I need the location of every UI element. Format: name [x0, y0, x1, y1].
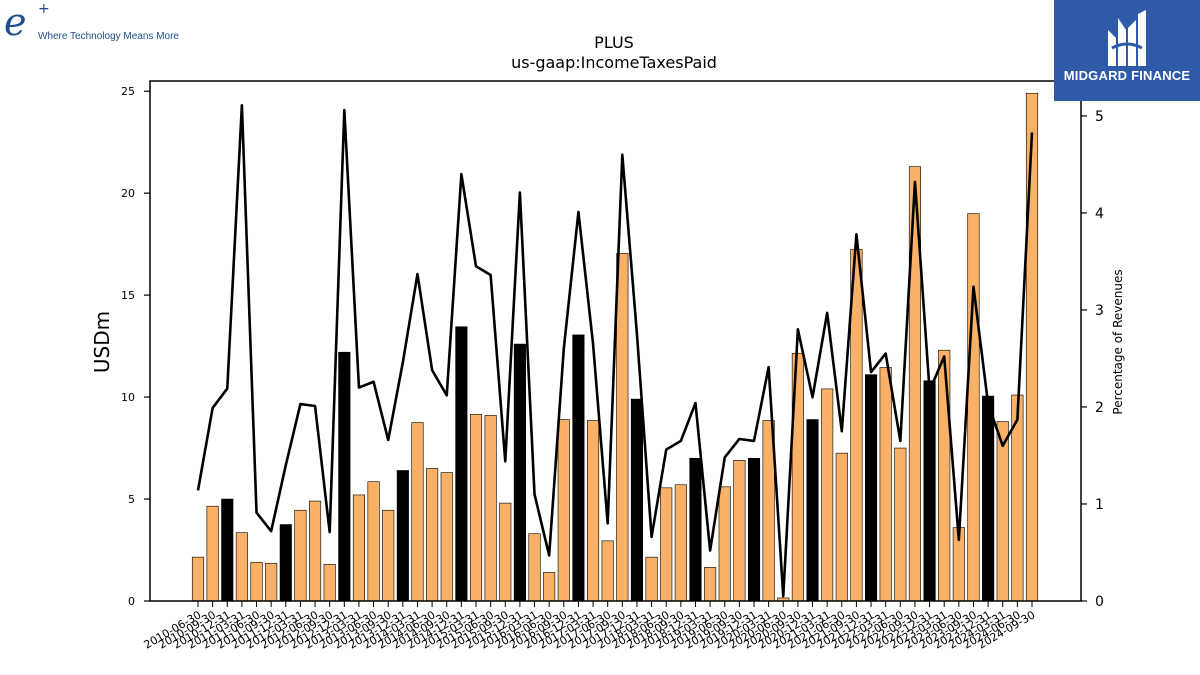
bar-2010-12-31 — [221, 498, 234, 602]
bar-2012-09-30 — [323, 563, 336, 602]
bar-2023-09-30 — [967, 213, 980, 602]
bar-2024-09-30 — [1025, 92, 1039, 602]
y-axis-label: USDm — [90, 311, 114, 373]
bar-2019-06-30 — [718, 486, 731, 602]
bar-2023-03-31 — [938, 349, 951, 602]
bar-2011-06-30 — [250, 561, 263, 602]
bar-2018-03-31 — [645, 556, 658, 602]
bar-2018-12-31 — [689, 457, 702, 602]
bar-2016-06-30 — [543, 572, 556, 602]
bar-2022-06-30 — [894, 447, 907, 602]
bar-2015-03-31 — [469, 414, 483, 602]
bar-2011-03-31 — [235, 532, 248, 602]
x-axis-ticks: 2010-06-302010-09-302010-12-312011-03-31… — [142, 601, 1038, 652]
plot-frame — [149, 80, 1082, 602]
bar-2014-09-30 — [440, 472, 453, 602]
bar-2015-09-30 — [499, 502, 512, 602]
bar-2011-12-31 — [279, 524, 292, 602]
bar-2012-12-31 — [338, 351, 351, 602]
bar-series — [191, 92, 1039, 602]
y-tick-label: 25 — [121, 85, 135, 98]
bar-2021-06-30 — [835, 452, 848, 602]
bar-2021-03-31 — [821, 388, 834, 602]
e-plus-logo: e + Where Technology Means More — [4, 2, 194, 46]
y2-axis-ticks: 0 1 2 3 4 5 — [1081, 109, 1104, 610]
bar-2022-12-31 — [923, 380, 936, 602]
y-tick-label: 10 — [121, 391, 135, 404]
bar-2019-12-31 — [747, 457, 761, 602]
bar-2023-12-31 — [982, 395, 995, 602]
y-axis-ticks: 0 5 10 15 20 25 — [121, 85, 150, 608]
bar-2017-09-30 — [616, 253, 629, 602]
bar-2016-03-31 — [528, 533, 541, 602]
bar-2013-06-30 — [367, 481, 380, 602]
y-tick-label: 15 — [121, 289, 135, 302]
bar-2014-06-30 — [426, 468, 439, 602]
bar-2021-12-31 — [864, 374, 878, 602]
bar-2013-03-31 — [352, 494, 366, 602]
logo-e-mark: e — [4, 0, 27, 44]
bar-2010-09-30 — [206, 505, 219, 602]
midgard-monogram-icon — [1108, 10, 1146, 66]
bar-2018-06-30 — [660, 487, 673, 602]
y-tick-label: 0 — [128, 595, 135, 608]
bar-2017-03-31 — [586, 420, 600, 602]
y2-tick-label: 5 — [1095, 109, 1104, 125]
bar-2022-03-31 — [879, 367, 892, 602]
bar-2016-12-31 — [572, 334, 585, 602]
line-series — [196, 103, 1034, 598]
bar-2012-06-30 — [308, 500, 322, 602]
bar-2015-06-30 — [484, 415, 497, 602]
bar-2024-03-31 — [996, 421, 1009, 602]
bar-2013-12-31 — [396, 470, 409, 602]
bar-2017-06-30 — [601, 540, 614, 602]
y2-tick-label: 1 — [1095, 497, 1104, 513]
midgard-finance-logo: MIDGARD FINANCE — [1054, 0, 1200, 101]
percentage-line — [196, 103, 1034, 598]
y2-tick-label: 4 — [1095, 206, 1104, 222]
y2-tick-label: 0 — [1095, 594, 1104, 610]
logo-tagline: Where Technology Means More — [38, 31, 179, 42]
bar-2010-06-30 — [191, 556, 205, 602]
bar-2016-09-30 — [557, 419, 570, 602]
bar-2014-03-31 — [411, 422, 424, 602]
y2-tick-label: 3 — [1095, 303, 1104, 319]
chart-title: PLUS — [594, 33, 634, 52]
midgard-finance-wordmark: MIDGARD FINANCE — [1063, 68, 1191, 83]
bar-2013-09-30 — [382, 509, 395, 602]
y2-tick-label: 2 — [1095, 400, 1104, 416]
bar-2019-09-30 — [733, 459, 746, 602]
y2-axis-label: Percentage of Revenues — [1111, 269, 1125, 414]
chart-subtitle: us-gaap:IncomeTaxesPaid — [511, 53, 717, 72]
bar-2012-03-31 — [294, 509, 307, 602]
bar-2018-09-30 — [674, 484, 687, 602]
bar-2015-12-31 — [513, 343, 526, 602]
bar-2019-03-31 — [704, 567, 717, 602]
bar-2014-12-31 — [455, 326, 468, 602]
logo-plus-mark: + — [38, 1, 50, 17]
y-tick-label: 5 — [128, 493, 135, 506]
bar-2017-12-31 — [630, 398, 644, 602]
bar-2020-12-31 — [806, 419, 819, 602]
bar-2011-09-30 — [265, 562, 278, 602]
y-tick-label: 20 — [121, 187, 135, 200]
